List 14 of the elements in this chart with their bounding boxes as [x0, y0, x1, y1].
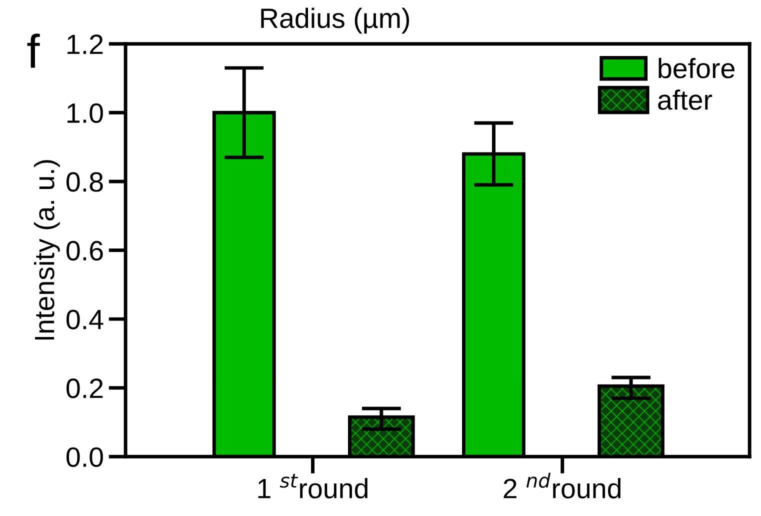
- y-tick-label: 0.0: [66, 447, 103, 467]
- legend-label: before: [658, 58, 734, 78]
- legend-label: after: [658, 90, 712, 110]
- y-tick-label: 0.8: [66, 172, 103, 192]
- text: Radius (µm): [261, 8, 410, 34]
- y-tick-label: 0.4: [66, 310, 104, 330]
- y-tick-label: 1.0: [68, 103, 103, 123]
- x-tick-label: 2 $^{nd}$round: [504, 472, 620, 498]
- x-tick-label: 1 $^{st}$round: [258, 474, 368, 498]
- y-tick-label: 1.2: [68, 34, 103, 54]
- text: f: [27, 34, 40, 68]
- y-axis-title: Intensity (a. u.): [34, 160, 60, 340]
- y-tick-label: 0.6: [66, 240, 103, 261]
- y-tick-label: 0.2: [66, 378, 103, 398]
